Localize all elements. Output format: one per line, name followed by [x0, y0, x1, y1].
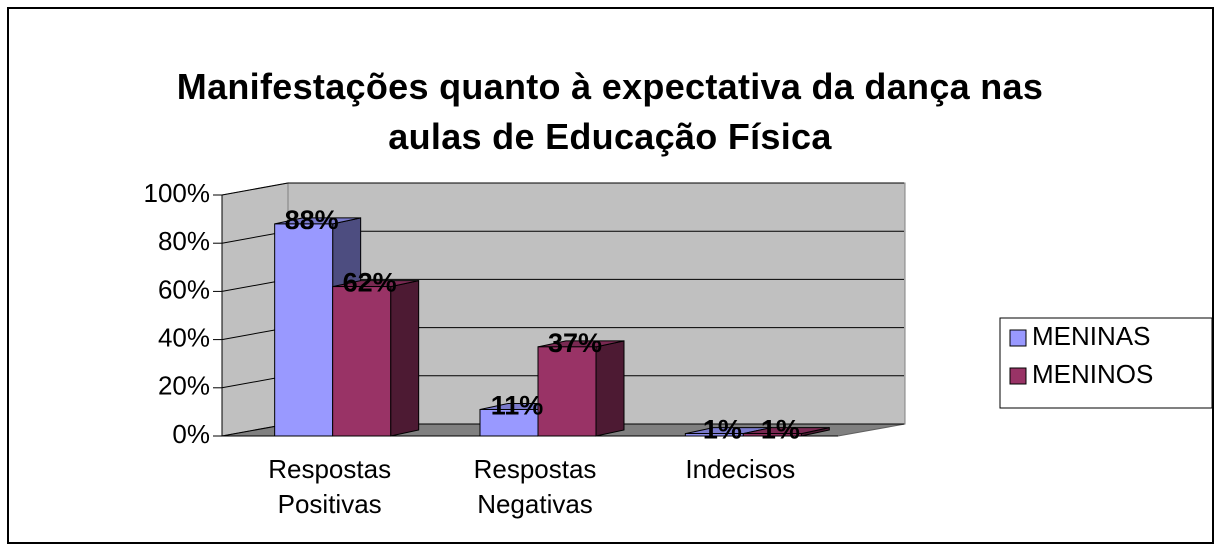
y-tick-label: 20%: [158, 371, 210, 401]
x-tick-label: Indecisos: [685, 454, 796, 484]
bar: [742, 433, 802, 437]
legend-swatch: [1009, 367, 1027, 385]
legend-swatch: [1009, 329, 1027, 347]
x-tick-label: Respostas Positivas: [268, 454, 392, 519]
chart-title: Manifestações quanto à expectativa da da…: [176, 66, 1044, 157]
y-tick-label: 40%: [158, 322, 210, 352]
data-label: 1%: [761, 415, 800, 445]
bar-side: [390, 279, 420, 437]
legend-box: [999, 317, 1213, 409]
y-tick-label: 80%: [158, 226, 210, 256]
data-label: 88%: [285, 205, 339, 235]
data-label: 62%: [343, 268, 397, 298]
bar: [479, 408, 539, 437]
legend-label: MENINOS: [1032, 359, 1153, 389]
data-label: 11%: [491, 391, 544, 421]
y-tick-label: 0%: [172, 419, 210, 449]
y-tick-label: 100%: [144, 178, 211, 208]
bar: [332, 286, 392, 437]
data-label: 37%: [548, 328, 602, 358]
x-tick-label: Respostas Negativas: [473, 454, 597, 519]
y-tick-label: 60%: [158, 274, 210, 304]
bar: [537, 346, 597, 437]
bar: [274, 223, 334, 437]
data-label: 1%: [703, 415, 742, 445]
grid-line: [221, 182, 289, 196]
legend-label: MENINAS: [1032, 321, 1150, 351]
